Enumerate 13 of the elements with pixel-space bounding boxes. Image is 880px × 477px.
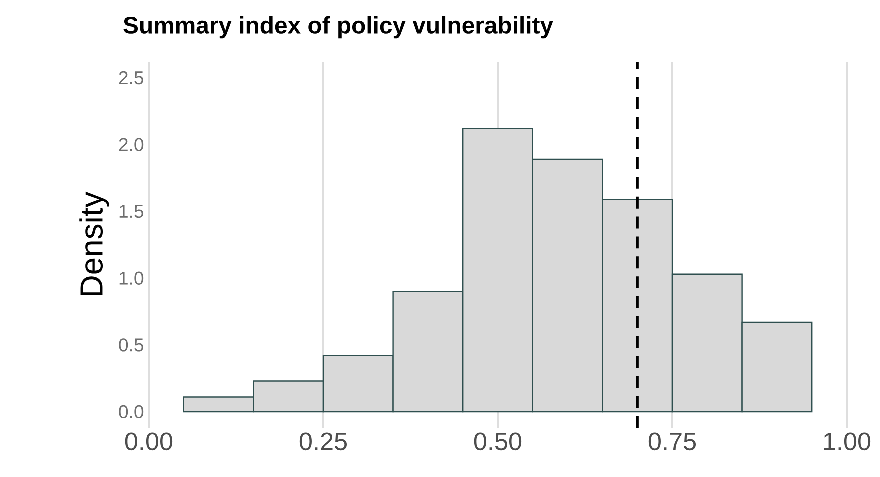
x-tick-label: 0.50 [474,432,522,451]
y-tick-label: 1.0 [120,272,144,285]
x-tick-label: 0.75 [648,432,696,451]
x-tick-label: 0.00 [125,432,173,451]
y-axis-title: Density [80,192,110,296]
x-tick-label: 0.25 [300,432,347,451]
y-tick-label: 2.5 [119,71,144,85]
y-tick-label: 0.0 [119,405,144,419]
chart-title: Summary index of policy vulnerability [124,16,554,39]
y-tick-label: 2.0 [119,138,144,152]
x-tick-label: 1.00 [824,432,871,451]
y-tick-label: 1.5 [120,205,144,218]
y-tick-label: 0.5 [119,338,144,352]
